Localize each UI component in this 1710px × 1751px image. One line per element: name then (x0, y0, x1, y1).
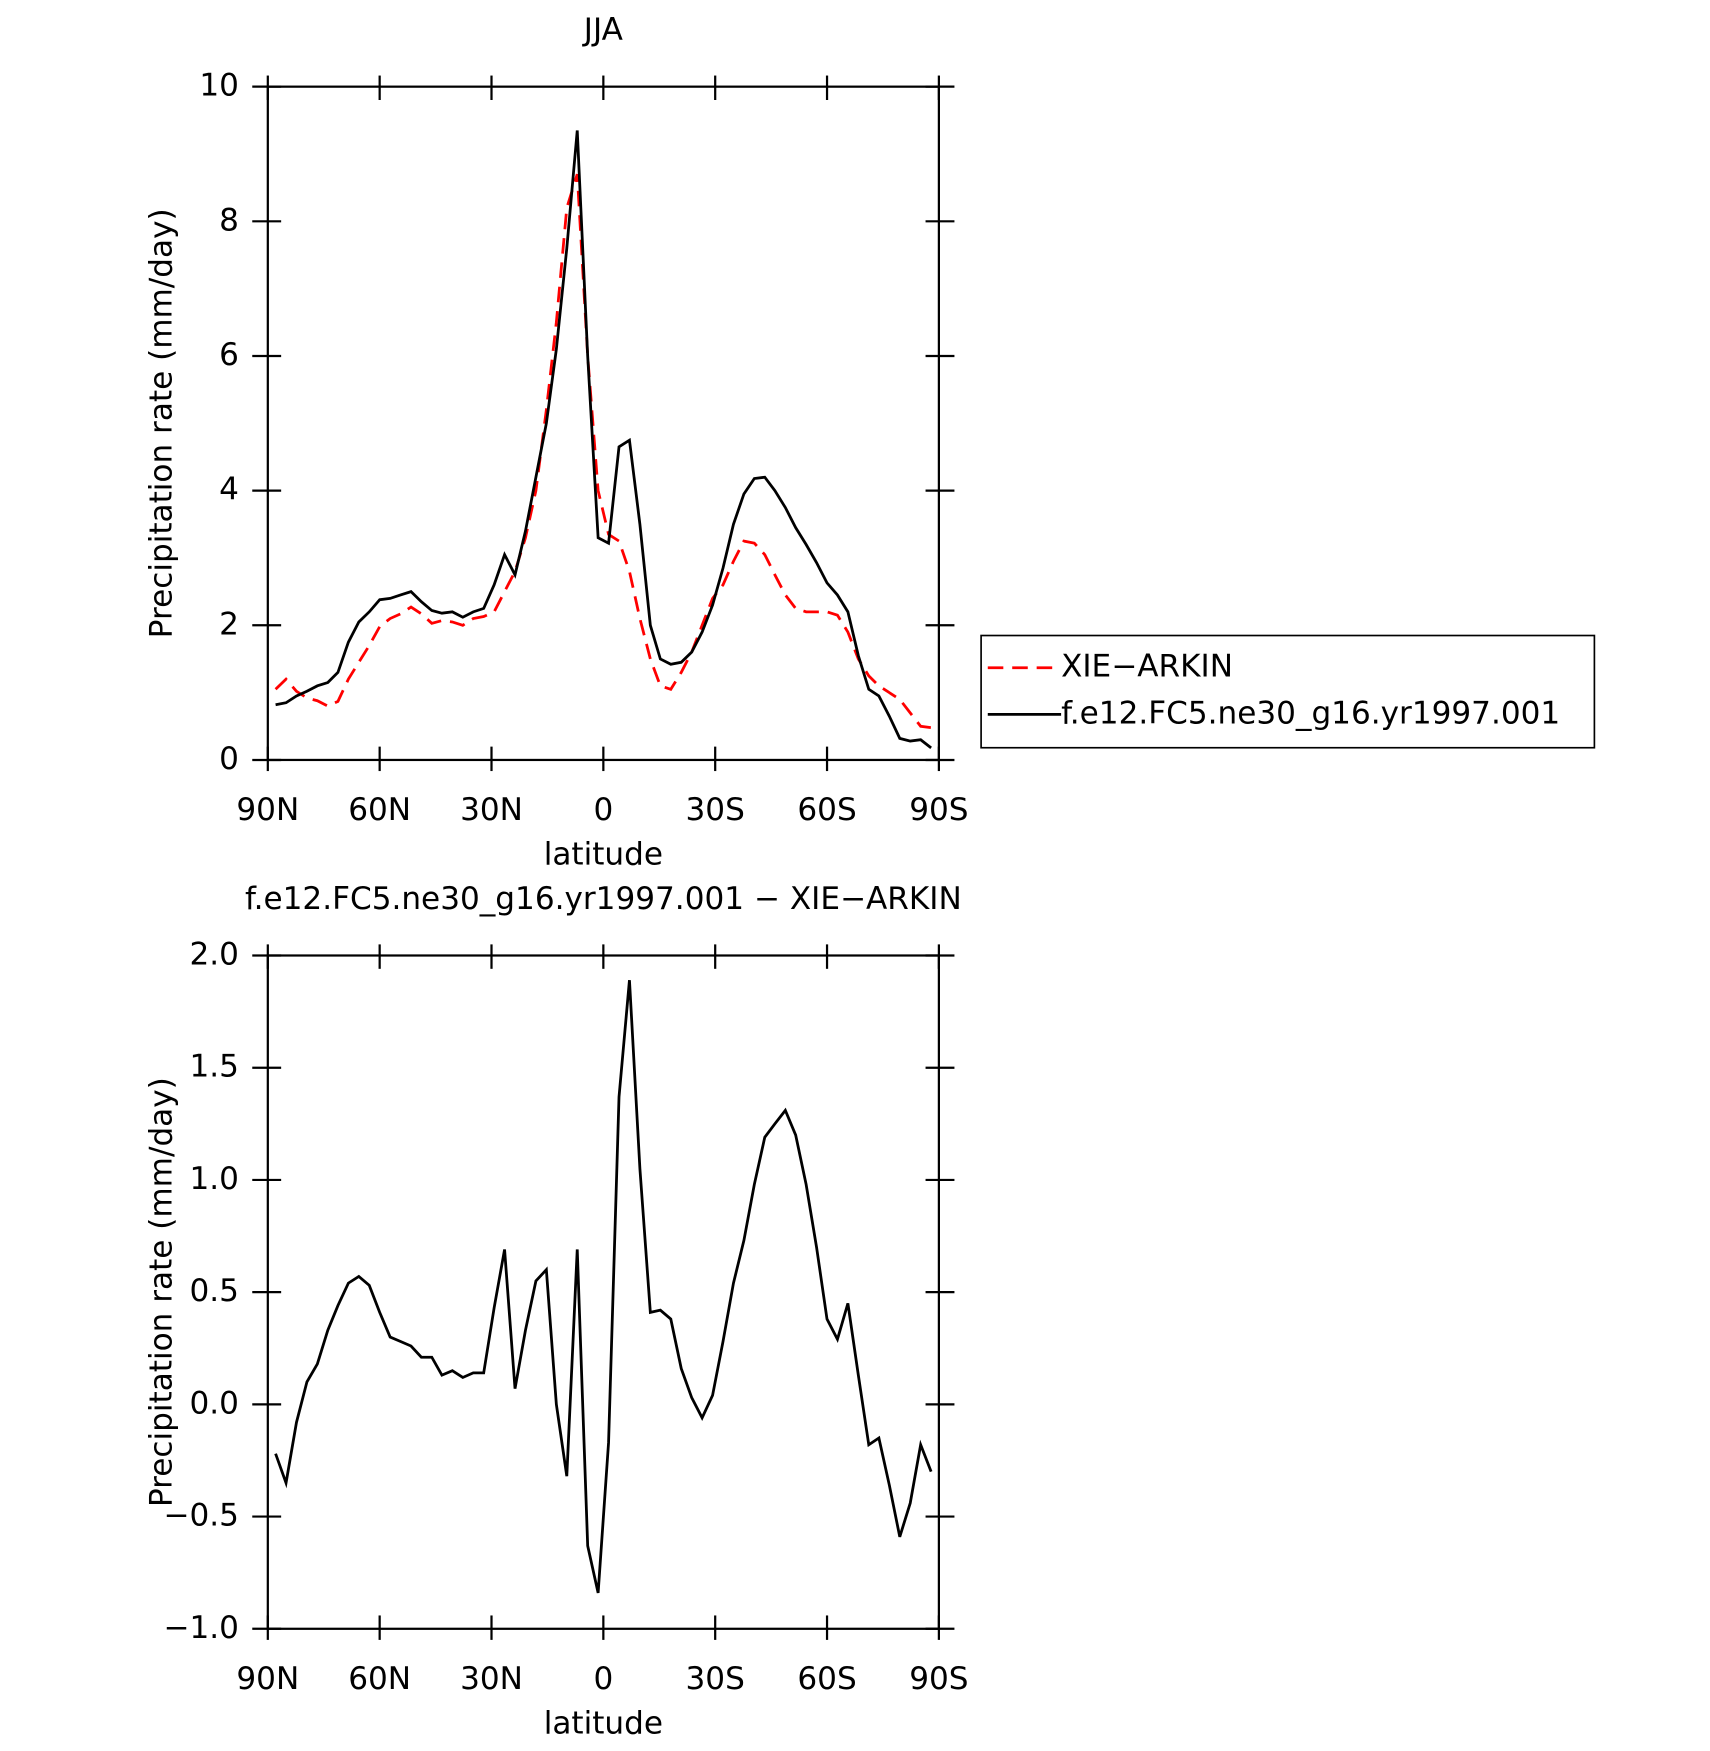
y-tick-label: 0 (219, 741, 239, 777)
y-tick-label: 1.5 (189, 1049, 238, 1085)
x-tick-label: 30N (460, 792, 523, 828)
y-tick-label: 1.0 (189, 1161, 238, 1197)
y-tick-label: 2 (219, 606, 239, 642)
chart-title: f.e12.FC5.ne30_g16.yr1997.001 − XIE−ARKI… (245, 881, 962, 917)
x-tick-label: 60N (348, 792, 411, 828)
x-tick-label: 90N (236, 1661, 299, 1697)
x-tick-label: 90N (236, 792, 299, 828)
x-tick-label: 90S (909, 1661, 968, 1697)
y-tick-label: 2.0 (189, 936, 238, 972)
y-axis-label: Precipitation rate (mm/day) (143, 208, 179, 638)
legend-label: f.e12.FC5.ne30_g16.yr1997.001 (1061, 695, 1560, 731)
y-tick-label: 4 (219, 472, 239, 508)
x-axis-label: latitude (544, 837, 663, 873)
y-tick-label: 0.0 (189, 1385, 238, 1421)
x-tick-label: 30S (686, 792, 745, 828)
plot-frame (266, 85, 940, 762)
y-tick-label: −0.5 (163, 1498, 239, 1534)
x-tick-label: 0 (593, 792, 613, 828)
data-line (274, 980, 933, 1594)
x-tick-label: 60N (348, 1661, 411, 1697)
chart-title: JJA (582, 12, 624, 48)
y-tick-label: 6 (219, 337, 239, 373)
x-tick-label: 90S (909, 792, 968, 828)
legend-label: XIE−ARKIN (1061, 649, 1233, 685)
x-tick-label: 60S (797, 1661, 856, 1697)
legend-box (980, 634, 1596, 749)
x-axis-label: latitude (544, 1705, 663, 1741)
data-line (274, 173, 932, 729)
x-tick-label: 30S (686, 1661, 745, 1697)
y-axis-label: Precipitation rate (mm/day) (143, 1077, 179, 1507)
x-tick-label: 30N (460, 1661, 523, 1697)
x-tick-label: 0 (593, 1661, 613, 1697)
y-tick-label: 10 (199, 68, 239, 104)
y-tick-label: −1.0 (163, 1610, 239, 1646)
data-line (275, 130, 932, 749)
y-tick-label: 8 (219, 202, 239, 238)
y-tick-label: 0.5 (189, 1273, 238, 1309)
x-tick-label: 60S (797, 792, 856, 828)
